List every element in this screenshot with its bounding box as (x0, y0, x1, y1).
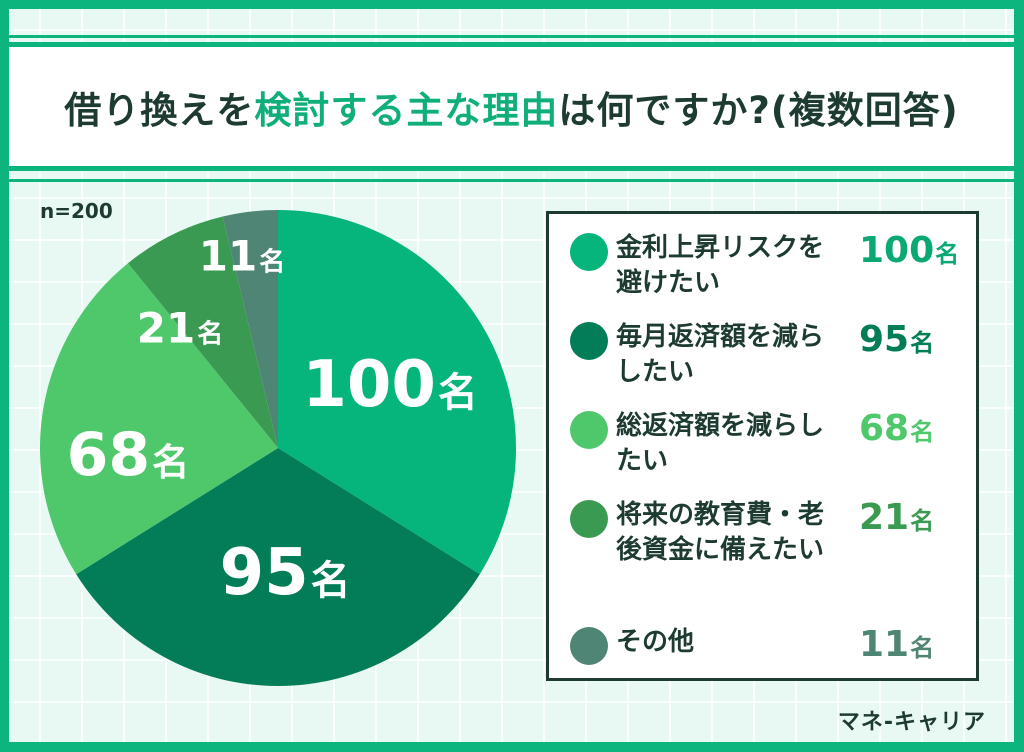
legend-dot-icon (570, 500, 608, 538)
pie-label-future-funds: 21名 (136, 303, 224, 353)
chart-title: 借り換えを検討する主な理由は何ですか?(複数回答) (64, 80, 958, 134)
legend-dot-icon (570, 233, 608, 271)
title-prefix: 借り換えを (64, 88, 255, 132)
brand-logo: マネ-キャリア (837, 710, 986, 735)
pie-slice-rate-risk (278, 210, 517, 575)
title-highlight: 検討する主な理由 (254, 88, 559, 132)
legend-dot-icon (570, 322, 608, 360)
pie-slice-other (222, 210, 278, 448)
legend-value: 68名 (859, 408, 935, 449)
top-divider-line-thick (9, 42, 1014, 47)
legend: 金利上昇リスクを避けたい 100名 毎月返済額を減らしたい 95名 総返済額を減… (546, 211, 979, 681)
legend-label: 総返済額を減らしたい (616, 411, 825, 476)
legend-label: 金利上昇リスクを避けたい (616, 233, 825, 298)
pie-slice-future-funds (128, 216, 278, 448)
pie-label-rate-risk: 100名 (302, 348, 478, 422)
legend-value: 21名 (859, 497, 935, 538)
title-suffix: は何ですか?(複数回答) (558, 88, 959, 132)
pie-slice-monthly-payment (76, 448, 480, 687)
mid-divider-line-thick (9, 166, 1014, 171)
legend-label: 将来の教育費・老後資金に備えたい (616, 500, 825, 565)
legend-value: 95名 (859, 319, 935, 360)
legend-dot-icon (570, 627, 608, 665)
mid-divider-line (9, 179, 1014, 182)
pie-slice-total-payment (39, 263, 279, 575)
legend-label: その他 (616, 627, 695, 657)
pie-label-other: 11名 (198, 231, 286, 281)
pie-label-monthly-payment: 95名 (219, 536, 351, 610)
pie-label-total-payment: 68名 (66, 420, 190, 490)
legend-label: 毎月返済額を減らしたい (616, 322, 825, 387)
sample-size: n=200 (40, 199, 113, 223)
legend-value: 100名 (859, 230, 960, 271)
legend-value: 11名 (859, 624, 935, 665)
top-divider-line (9, 35, 1014, 38)
legend-dot-icon (570, 411, 608, 449)
title-band: 借り換えを検討する主な理由は何ですか?(複数回答) (9, 47, 1014, 166)
